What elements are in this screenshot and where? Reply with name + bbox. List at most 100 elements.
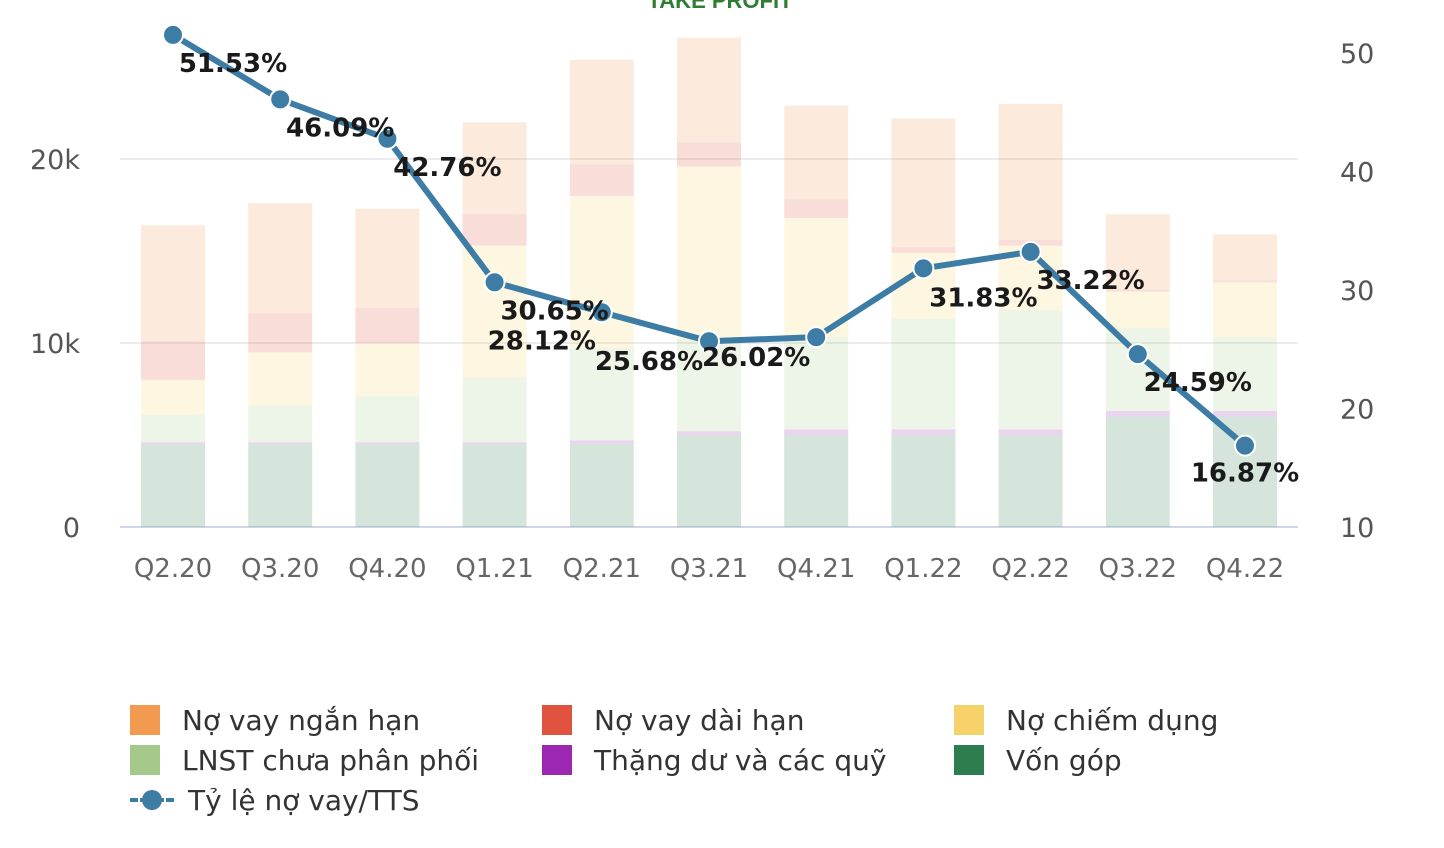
legend-swatch (954, 705, 984, 735)
legend-row: LNST chưa phân phối Thặng dư và các quỹ … (130, 740, 1380, 780)
bar-segment (462, 442, 527, 445)
legend-item-thang-du-va-cac-quy[interactable]: Thặng dư và các quỹ (542, 744, 954, 777)
data-label: 26.02% (702, 343, 810, 373)
legend-item-no-vay-dai-han[interactable]: Nợ vay dài hạn (542, 704, 954, 737)
bar-segment (998, 429, 1063, 435)
bar-segment (1105, 416, 1170, 527)
legend-item-lnst-chua-phan-phoi[interactable]: LNST chưa phân phối (130, 744, 542, 777)
legend-item-von-gop[interactable]: Vốn góp (954, 744, 1366, 777)
bar-segment (1105, 289, 1170, 292)
y-left-tick-label: 10k (30, 329, 80, 360)
data-label: 33.22% (1036, 266, 1144, 296)
bar-segment (355, 444, 420, 527)
debt-ratio-line (162, 23, 1256, 457)
legend-swatch (130, 705, 160, 735)
bar-segment (141, 341, 205, 380)
bar-segment (248, 444, 313, 527)
line-point (805, 326, 828, 349)
x-tick-label: Q1.22 (884, 554, 962, 584)
bar-segment (998, 103, 1063, 240)
left-axis: 0 10k 20k (30, 145, 80, 544)
bar-segment (248, 405, 313, 443)
bar-segment (462, 377, 527, 443)
bar-segment (1213, 411, 1277, 417)
y-right-tick-label: 10 (1340, 513, 1374, 544)
data-label: 31.83% (929, 283, 1037, 313)
bar-segment (677, 435, 741, 527)
legend-item-no-chiem-dung[interactable]: Nợ chiếm dụng (954, 704, 1366, 737)
y-right-tick-label: 30 (1340, 276, 1374, 307)
bar-segment (355, 396, 420, 443)
y-right-tick-label: 50 (1340, 39, 1374, 70)
bar-segment (355, 442, 420, 445)
bar-segment (784, 435, 849, 527)
bar-segment (1105, 291, 1170, 329)
bar-segment (784, 217, 849, 338)
y-right-tick-label: 40 (1340, 158, 1374, 189)
x-tick-label: Q3.21 (670, 554, 748, 584)
bar-segment (677, 37, 741, 143)
chart-title: TAKE PROFIT (647, 0, 793, 13)
data-label: 16.87% (1191, 459, 1299, 489)
bar-segment (998, 435, 1063, 527)
bar-segment (784, 429, 849, 435)
y-left-tick-label: 20k (30, 145, 80, 176)
x-tick-label: Q2.21 (563, 554, 641, 584)
legend-swatch (954, 745, 984, 775)
legend-label: Vốn góp (1006, 743, 1122, 777)
bar-segment (891, 429, 956, 435)
data-label: 42.76% (393, 153, 501, 183)
bar-segment (248, 203, 313, 314)
bar-segment (248, 313, 313, 353)
y-left-tick-label: 0 (63, 513, 80, 544)
data-label: 25.68% (595, 347, 703, 377)
bar-segment (462, 122, 527, 215)
legend-label: Nợ vay ngắn hạn (182, 703, 421, 737)
legend-item-ty-le-no-vay-tts[interactable]: Tỷ lệ nợ vay/TTS (130, 784, 542, 817)
legend-line-marker-icon (130, 785, 174, 815)
line-point (483, 271, 506, 294)
bar-segment (891, 319, 956, 430)
bar-segment (677, 142, 741, 167)
line-point (162, 23, 184, 46)
bar-segment (677, 339, 741, 432)
bar-segment (1105, 411, 1170, 417)
legend-row: Tỷ lệ nợ vay/TTS (130, 780, 1380, 820)
legend-label: Thặng dư và các quỹ (594, 743, 887, 777)
x-tick-label: Q4.21 (777, 554, 855, 584)
legend-row: Nợ vay ngắn hạn Nợ vay dài hạn Nợ chiếm … (130, 700, 1380, 740)
bar-segment (355, 308, 420, 343)
bar-segment (569, 440, 634, 445)
y-right-tick-label: 20 (1340, 395, 1374, 426)
bar-segment (569, 348, 634, 441)
line-point (269, 88, 292, 111)
data-label: 51.53% (179, 49, 287, 79)
line-point (1019, 240, 1042, 263)
bar-segment (355, 343, 420, 397)
bar-segment (677, 166, 741, 340)
bar-segment (141, 442, 205, 445)
bar-segment (462, 214, 527, 246)
bar-segment (784, 105, 849, 200)
bar-segment (462, 245, 527, 378)
legend-label: Nợ chiếm dụng (1006, 703, 1219, 737)
bar-segment (1213, 280, 1277, 283)
data-labels: 51.53% 46.09% 42.76% 30.65%28.12%25.68%26.0… (179, 49, 1299, 489)
x-tick-label: Q2.22 (991, 554, 1069, 584)
bar-segment (141, 379, 205, 415)
bar-segment (998, 309, 1063, 430)
legend-swatch (542, 745, 572, 775)
bar-segment (677, 431, 741, 435)
x-tick-label: Q3.20 (241, 554, 319, 584)
data-label: 30.65% (500, 296, 608, 326)
legend-label: LNST chưa phân phối (182, 743, 480, 777)
line-point (1126, 343, 1149, 366)
legend-item-no-vay-ngan-han[interactable]: Nợ vay ngắn hạn (130, 704, 542, 737)
line-point (1234, 434, 1256, 457)
legend-swatch (542, 705, 572, 735)
x-tick-label: Q4.22 (1206, 554, 1284, 584)
bar-segment (462, 444, 527, 527)
bar-segment (1213, 282, 1277, 338)
